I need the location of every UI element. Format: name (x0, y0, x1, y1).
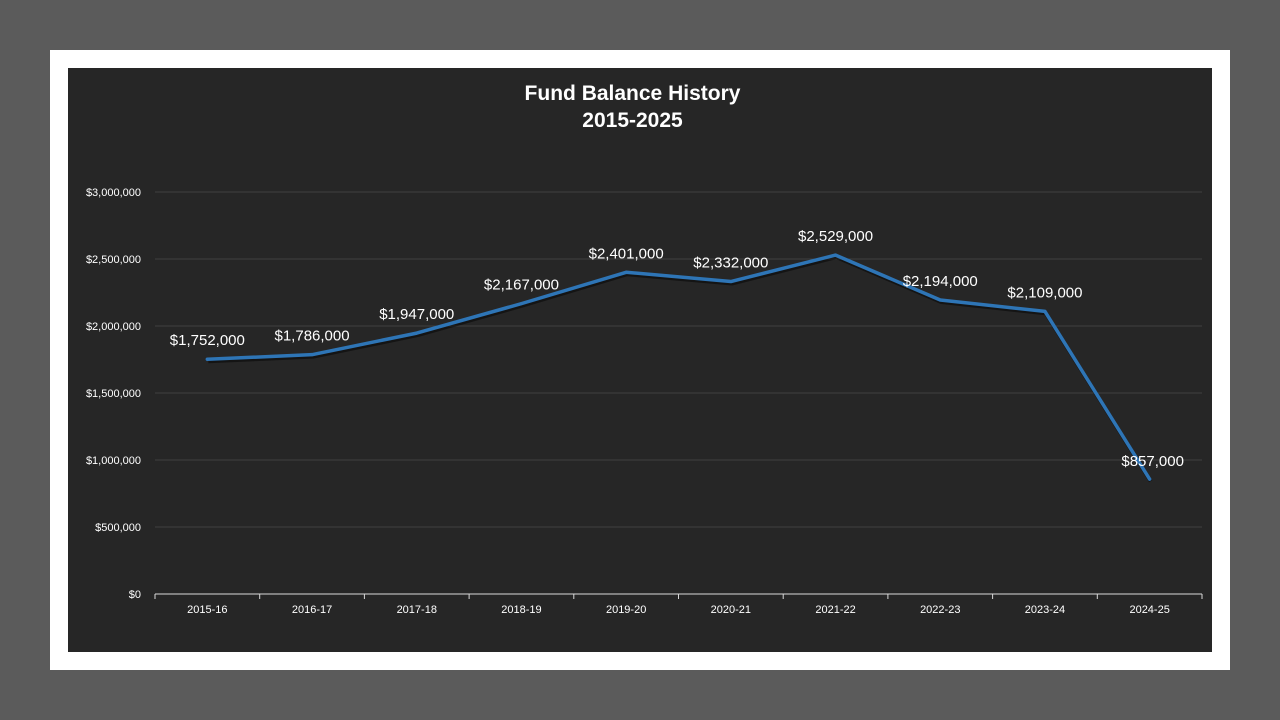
chart-subtitle: 2015-2025 (582, 109, 683, 132)
x-tick-label: 2021-22 (815, 604, 855, 616)
data-label: $1,947,000 (379, 306, 454, 323)
data-point (1043, 309, 1047, 313)
y-tick-label: $2,000,000 (86, 321, 141, 333)
data-point (938, 298, 942, 302)
data-label: $857,000 (1121, 453, 1184, 470)
data-label: $1,752,000 (170, 332, 245, 349)
series-line (205, 253, 1152, 481)
y-tick-label: $2,500,000 (86, 254, 141, 266)
data-label: $1,786,000 (275, 328, 350, 345)
x-tick-label: 2022-23 (920, 604, 960, 616)
series-line-shadow (208, 255, 1153, 483)
data-point (834, 253, 838, 257)
x-tick-label: 2018-19 (501, 604, 541, 616)
x-tick-label: 2019-20 (606, 604, 646, 616)
x-tick-label: 2017-18 (397, 604, 437, 616)
y-tick-label: $0 (129, 589, 141, 601)
x-tick-label: 2016-17 (292, 604, 332, 616)
chart-title: Fund Balance History (524, 82, 741, 105)
data-label: $2,167,000 (484, 277, 559, 294)
chart-area (68, 68, 1212, 652)
x-tick-label: 2023-24 (1025, 604, 1065, 616)
data-point (729, 280, 733, 284)
y-tick-label: $1,500,000 (86, 388, 141, 400)
data-label: $2,109,000 (1007, 284, 1082, 301)
chart-title-block: Fund Balance History 2015-2025 (68, 80, 1212, 134)
data-label: $2,401,000 (589, 245, 664, 262)
data-point (624, 270, 628, 274)
x-tick-label: 2024-25 (1129, 604, 1169, 616)
y-tick-label: $500,000 (95, 522, 141, 534)
data-point (415, 331, 419, 335)
data-label: $2,332,000 (693, 255, 768, 272)
x-tick-label: 2015-16 (187, 604, 227, 616)
y-tick-label: $3,000,000 (86, 187, 141, 199)
data-label: $2,194,000 (903, 273, 978, 290)
data-point (519, 302, 523, 306)
y-tick-label: $1,000,000 (86, 455, 141, 467)
data-label: $2,529,000 (798, 228, 873, 245)
data-point (205, 357, 209, 361)
x-tick-label: 2020-21 (711, 604, 751, 616)
data-point (310, 353, 314, 357)
data-point (1148, 477, 1152, 481)
